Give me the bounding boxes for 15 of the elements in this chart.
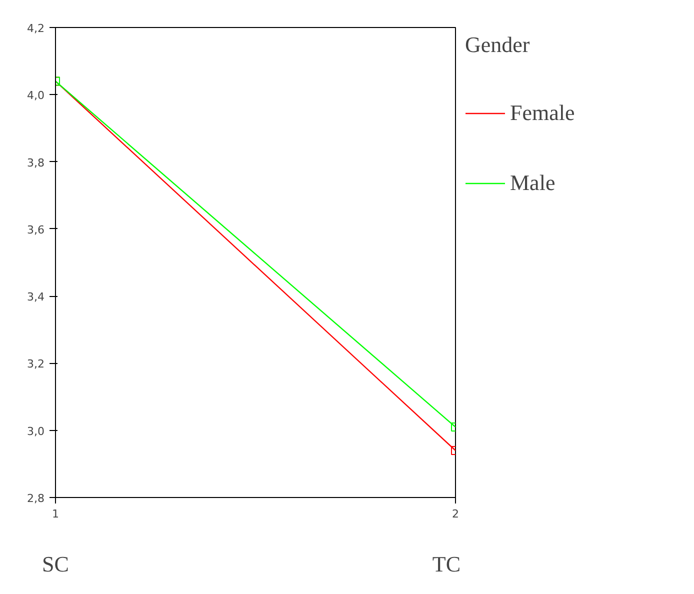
y-tick-label: 4,0 (27, 89, 45, 102)
text: TC (432, 552, 461, 576)
legend-label: Female (510, 99, 575, 127)
y-tick-label: 3,4 (27, 290, 45, 304)
y-tick-label: 2,8 (27, 492, 45, 505)
x-tick-label: 1 (52, 508, 59, 520)
y-tick-label: 3,8 (27, 156, 45, 170)
y-tick-label: 4,2 (27, 22, 45, 35)
y-tick-label: 3,0 (27, 424, 45, 438)
text: SC (42, 552, 69, 576)
y-tick-label: 3,6 (27, 223, 45, 236)
x-tick-label: 2 (452, 508, 459, 520)
y-tick-label: 3,2 (27, 358, 45, 371)
legend-label: Male (510, 169, 556, 197)
legend-title: Gender (465, 32, 531, 58)
